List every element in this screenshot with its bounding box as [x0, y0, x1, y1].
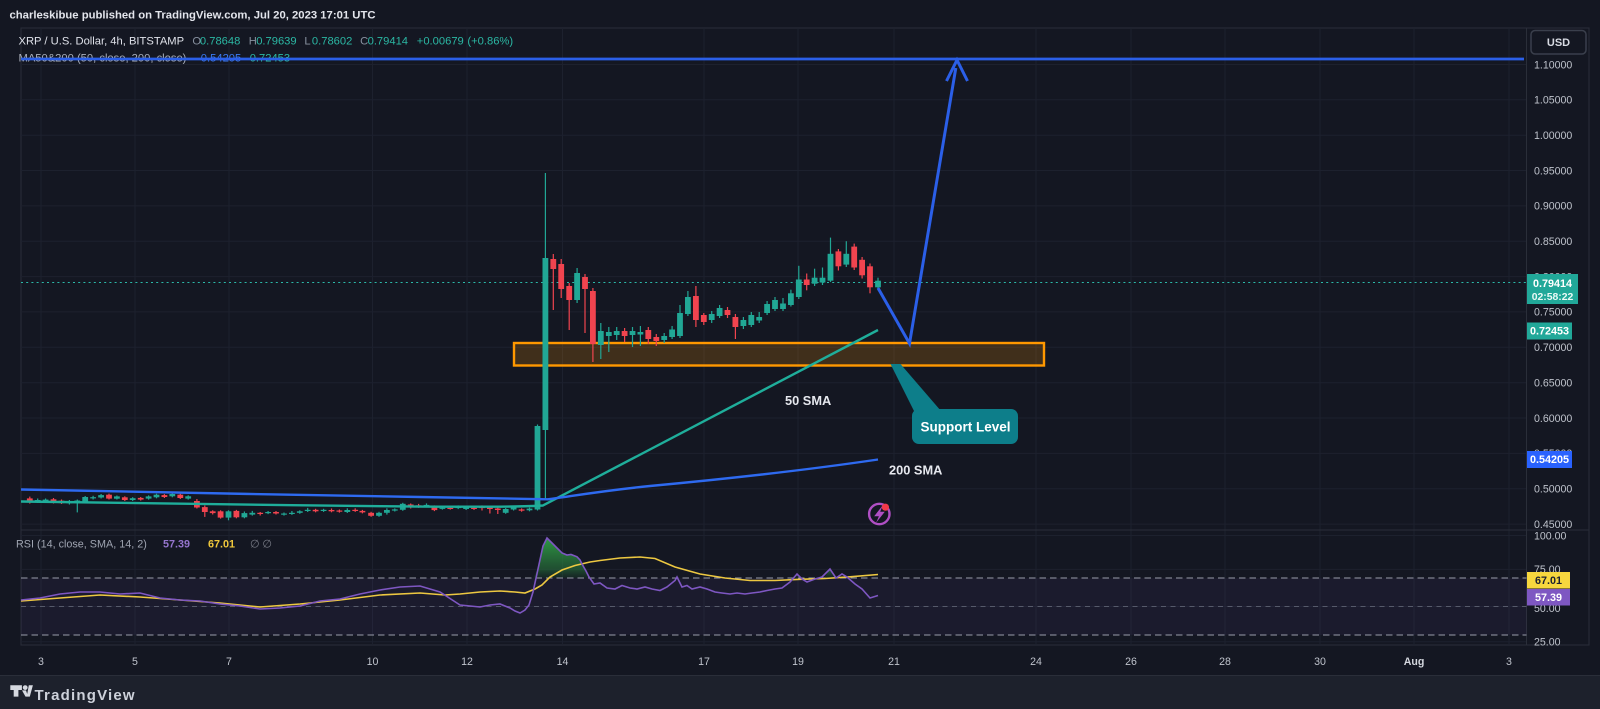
svg-text:57.39: 57.39: [1535, 592, 1562, 604]
svg-text:02:58:22: 02:58:22: [1532, 292, 1574, 303]
svg-text:0.45000: 0.45000: [1534, 519, 1572, 531]
svg-text:10: 10: [367, 656, 379, 668]
svg-text:21: 21: [888, 656, 900, 668]
svg-text:0.50000: 0.50000: [1534, 484, 1572, 496]
svg-text:0.79414: 0.79414: [1533, 278, 1572, 290]
svg-text:200 SMA: 200 SMA: [889, 463, 942, 478]
svg-text:L: L: [304, 36, 310, 48]
svg-text:TradingView: TradingView: [35, 687, 136, 704]
svg-text:XRP / U.S. Dollar, 4h, BITSTAM: XRP / U.S. Dollar, 4h, BITSTAMP: [19, 36, 185, 48]
svg-text:C: C: [360, 36, 368, 48]
svg-text:67.01: 67.01: [208, 539, 235, 551]
svg-text:5: 5: [132, 656, 138, 668]
svg-text:3: 3: [1506, 656, 1512, 668]
svg-text:30: 30: [1314, 656, 1326, 668]
svg-text:19: 19: [792, 656, 804, 668]
svg-text:1.10000: 1.10000: [1534, 59, 1572, 71]
svg-text:0.78602: 0.78602: [312, 36, 352, 48]
svg-text:USD: USD: [1547, 37, 1570, 49]
svg-text:7: 7: [226, 656, 232, 668]
svg-text:0.60000: 0.60000: [1534, 413, 1572, 425]
svg-text:25.00: 25.00: [1534, 637, 1561, 649]
svg-text:+0.00679: +0.00679: [417, 36, 464, 48]
svg-text:0.79414: 0.79414: [368, 36, 408, 48]
svg-text:1.00000: 1.00000: [1534, 130, 1572, 142]
svg-text:3: 3: [38, 656, 44, 668]
svg-text:67.01: 67.01: [1535, 575, 1562, 587]
svg-text:Aug: Aug: [1404, 656, 1425, 668]
svg-text:∅ ∅: ∅ ∅: [250, 539, 272, 551]
svg-text:12: 12: [461, 656, 473, 668]
svg-text:0.75000: 0.75000: [1534, 307, 1572, 319]
svg-text:28: 28: [1219, 656, 1231, 668]
svg-text:Support Level: Support Level: [920, 420, 1010, 435]
svg-text:100.00: 100.00: [1534, 530, 1567, 542]
svg-text:0.78648: 0.78648: [200, 36, 240, 48]
svg-text:RSI (14, close, SMA, 14, 2): RSI (14, close, SMA, 14, 2): [16, 539, 147, 551]
svg-text:H: H: [249, 36, 257, 48]
svg-text:17: 17: [698, 656, 710, 668]
svg-text:0.65000: 0.65000: [1534, 377, 1572, 389]
svg-text:24: 24: [1030, 656, 1042, 668]
svg-text:50.00: 50.00: [1534, 603, 1561, 615]
svg-text:0.90000: 0.90000: [1534, 201, 1572, 213]
svg-text:0.85000: 0.85000: [1534, 236, 1572, 248]
svg-text:charleskibue published on Trad: charleskibue published on TradingView.co…: [10, 10, 376, 22]
svg-text:26: 26: [1125, 656, 1137, 668]
svg-text:0.72453: 0.72453: [1530, 326, 1569, 338]
svg-text:0.95000: 0.95000: [1534, 165, 1572, 177]
svg-text:0.54205: 0.54205: [1530, 454, 1569, 466]
svg-text:O: O: [192, 36, 201, 48]
svg-text:0.79639: 0.79639: [256, 36, 296, 48]
svg-text:1.05000: 1.05000: [1534, 95, 1572, 107]
svg-text:0.70000: 0.70000: [1534, 342, 1572, 354]
svg-text:14: 14: [557, 656, 569, 668]
svg-text:(+0.86%): (+0.86%): [467, 36, 513, 48]
svg-text:50 SMA: 50 SMA: [785, 393, 831, 408]
svg-text:57.39: 57.39: [163, 539, 190, 551]
